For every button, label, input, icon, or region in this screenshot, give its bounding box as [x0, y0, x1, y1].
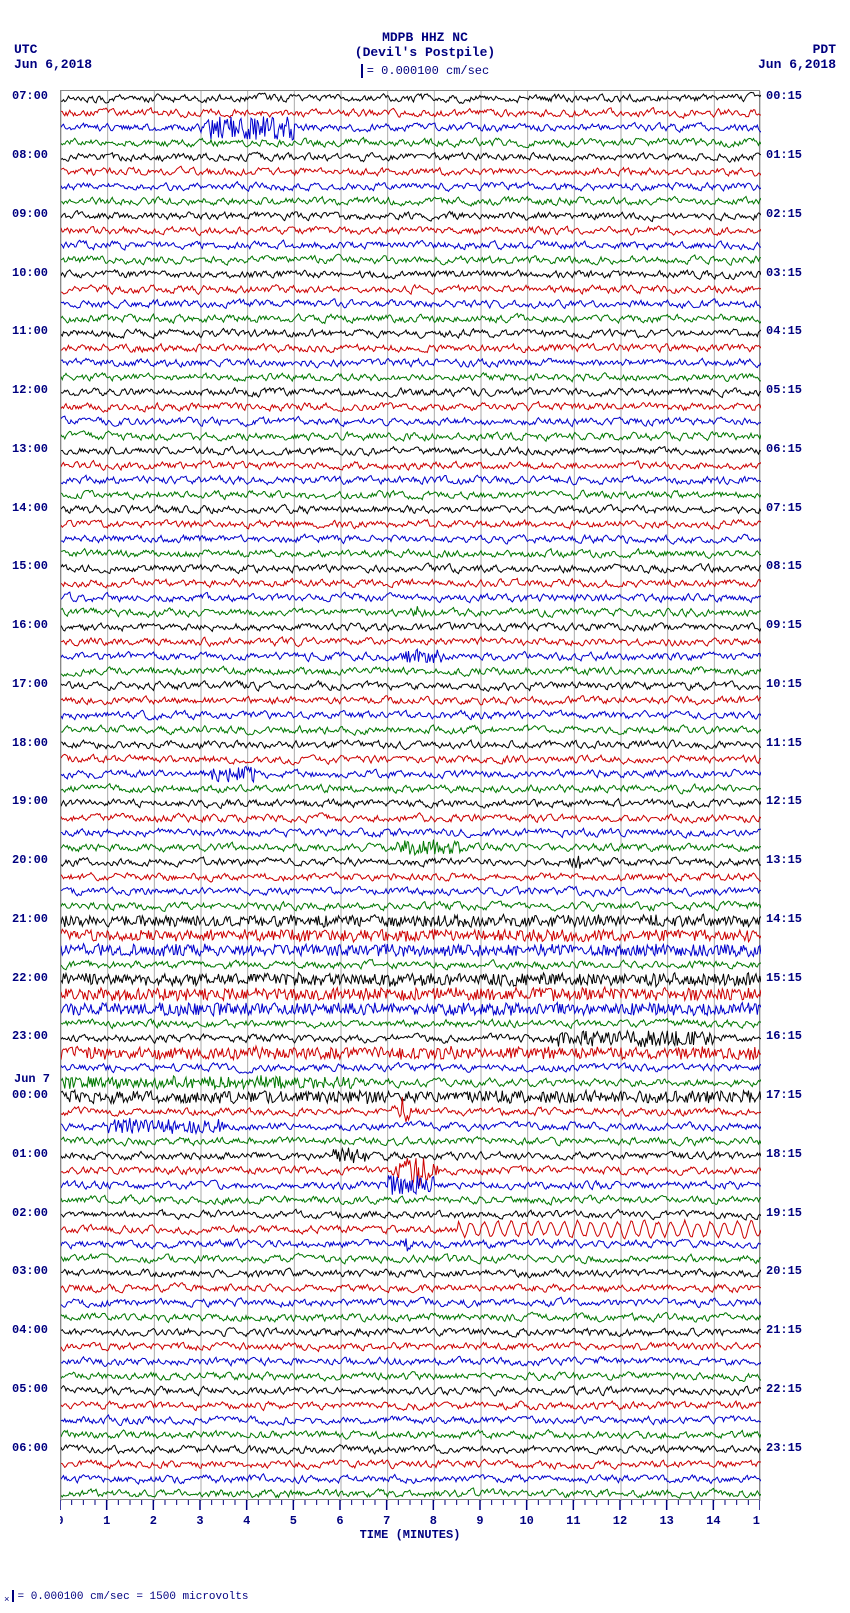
utc-hour-label: 17:00: [12, 677, 48, 691]
utc-hour-label: 12:00: [12, 383, 48, 397]
svg-text:7: 7: [383, 1514, 390, 1528]
tz-right-label: PDT: [758, 42, 836, 57]
pdt-hour-label: 08:15: [766, 559, 802, 573]
pdt-hour-label: 21:15: [766, 1323, 802, 1337]
pdt-hour-label: 10:15: [766, 677, 802, 691]
svg-text:14: 14: [706, 1514, 720, 1528]
footer-scale: ×= 0.000100 cm/sec = 1500 microvolts: [4, 1590, 249, 1605]
svg-text:5: 5: [290, 1514, 297, 1528]
footer-text: = 0.000100 cm/sec = 1500 microvolts: [18, 1591, 249, 1603]
seismogram-plot: [60, 90, 760, 1500]
utc-hour-label: 07:00: [12, 89, 48, 103]
svg-text:2: 2: [150, 1514, 157, 1528]
pdt-hour-label: 13:15: [766, 853, 802, 867]
svg-text:4: 4: [243, 1514, 250, 1528]
station-name: (Devil's Postpile): [0, 45, 850, 60]
pdt-hour-label: 14:15: [766, 912, 802, 926]
pdt-hour-label: 12:15: [766, 794, 802, 808]
utc-hour-label: 06:00: [12, 1441, 48, 1455]
pdt-hour-label: 19:15: [766, 1206, 802, 1220]
utc-hour-label: 05:00: [12, 1382, 48, 1396]
pdt-hour-label: 04:15: [766, 324, 802, 338]
utc-hour-label: 22:00: [12, 971, 48, 985]
utc-hour-label: 23:00: [12, 1029, 48, 1043]
utc-hour-label: 21:00: [12, 912, 48, 926]
x-axis: 0123456789101112131415 TIME (MINUTES): [60, 1500, 760, 1540]
utc-hour-label: 03:00: [12, 1264, 48, 1278]
pdt-hour-label: 01:15: [766, 148, 802, 162]
utc-hour-label: 14:00: [12, 501, 48, 515]
utc-hour-label: 09:00: [12, 207, 48, 221]
pdt-hour-label: 00:15: [766, 89, 802, 103]
utc-hour-label: 00:00: [12, 1088, 48, 1102]
svg-text:1: 1: [103, 1514, 110, 1528]
pdt-hour-label: 02:15: [766, 207, 802, 221]
pdt-hour-label: 17:15: [766, 1088, 802, 1102]
pdt-hour-label: 22:15: [766, 1382, 802, 1396]
tz-left-label: UTC: [14, 42, 92, 57]
tz-right-date: Jun 6,2018: [758, 57, 836, 72]
pdt-hour-label: 15:15: [766, 971, 802, 985]
scale-text: = 0.000100 cm/sec: [367, 64, 489, 78]
svg-text:9: 9: [476, 1514, 483, 1528]
svg-text:3: 3: [196, 1514, 203, 1528]
utc-hour-label: 13:00: [12, 442, 48, 456]
svg-text:11: 11: [566, 1514, 580, 1528]
utc-hour-label: 16:00: [12, 618, 48, 632]
utc-hour-label: 20:00: [12, 853, 48, 867]
svg-text:12: 12: [613, 1514, 627, 1528]
station-id: MDPB HHZ NC: [0, 30, 850, 45]
svg-text:10: 10: [519, 1514, 533, 1528]
pdt-hour-label: 07:15: [766, 501, 802, 515]
utc-hour-label: 18:00: [12, 736, 48, 750]
pdt-hour-label: 16:15: [766, 1029, 802, 1043]
svg-text:15: 15: [753, 1514, 760, 1528]
scale-bar-icon: [361, 64, 363, 78]
svg-text:8: 8: [430, 1514, 437, 1528]
footer-bar-icon: [12, 1590, 14, 1602]
svg-text:6: 6: [336, 1514, 343, 1528]
day-change-label: Jun 7: [14, 1072, 50, 1086]
utc-hour-label: 10:00: [12, 266, 48, 280]
pdt-hour-label: 18:15: [766, 1147, 802, 1161]
pdt-hour-label: 06:15: [766, 442, 802, 456]
x-axis-label: TIME (MINUTES): [60, 1528, 760, 1542]
pdt-hour-label: 11:15: [766, 736, 802, 750]
svg-text:13: 13: [659, 1514, 673, 1528]
seismogram-svg: [61, 91, 761, 1501]
pdt-hour-label: 23:15: [766, 1441, 802, 1455]
utc-hour-label: 19:00: [12, 794, 48, 808]
utc-hour-label: 01:00: [12, 1147, 48, 1161]
utc-hour-label: 02:00: [12, 1206, 48, 1220]
pdt-hour-label: 05:15: [766, 383, 802, 397]
utc-hour-label: 04:00: [12, 1323, 48, 1337]
pdt-hour-label: 20:15: [766, 1264, 802, 1278]
svg-text:0: 0: [60, 1514, 64, 1528]
pdt-hour-label: 03:15: [766, 266, 802, 280]
scale-note: = 0.000100 cm/sec: [0, 64, 850, 78]
utc-hour-label: 11:00: [12, 324, 48, 338]
tz-left-date: Jun 6,2018: [14, 57, 92, 72]
utc-hour-label: 15:00: [12, 559, 48, 573]
utc-hour-label: 08:00: [12, 148, 48, 162]
pdt-hour-label: 09:15: [766, 618, 802, 632]
